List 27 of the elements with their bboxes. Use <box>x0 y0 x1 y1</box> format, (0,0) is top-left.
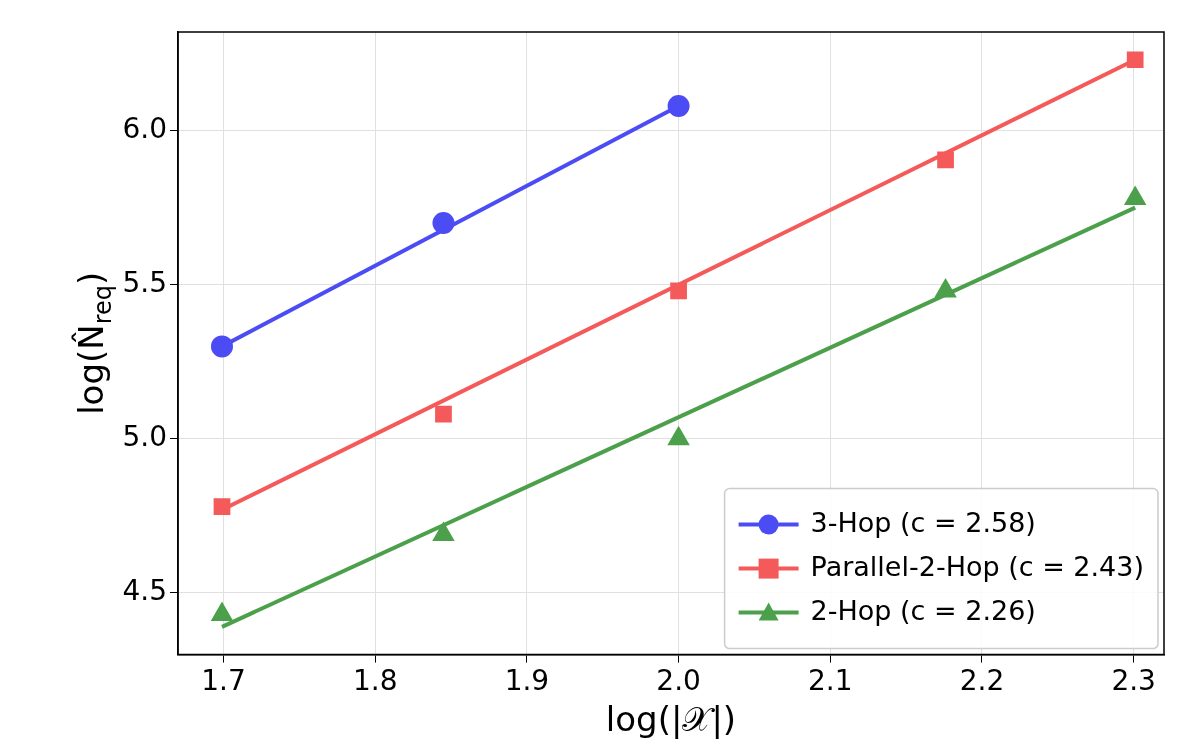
point <box>937 151 954 169</box>
x-tick-label: 1.8 <box>352 663 398 697</box>
legend-label: Parallel-2-Hop (c = 2.43) <box>810 550 1145 582</box>
x-tick-label: 2.2 <box>959 663 1005 697</box>
y-tick-label: 5.5 <box>122 266 167 300</box>
point <box>1126 51 1144 69</box>
point <box>935 279 956 298</box>
point <box>667 94 690 117</box>
legend-label: 3-Hop (c = 2.58) <box>810 506 1036 538</box>
point <box>435 405 452 423</box>
legend-label: 2-Hop (c = 2.26) <box>810 594 1036 626</box>
point <box>433 523 454 541</box>
x-axis-title: log(|𝒳|) <box>605 699 737 740</box>
point <box>667 425 690 446</box>
y-axis-title: log(N̂req) <box>70 271 117 415</box>
x-tick-label: 1.7 <box>201 663 246 697</box>
point <box>670 282 687 300</box>
x-tick-label: 2.0 <box>656 663 701 697</box>
point <box>210 335 233 358</box>
y-tick-label: 5.0 <box>122 420 167 454</box>
point <box>210 601 233 622</box>
x-tick-label: 2.1 <box>808 663 853 697</box>
point <box>432 212 455 235</box>
y-tick-label: 6.0 <box>122 111 167 145</box>
x-tick-label: 1.9 <box>504 663 550 697</box>
x-tick-label: 2.3 <box>1111 663 1156 697</box>
y-tick-label: 4.5 <box>122 574 167 608</box>
